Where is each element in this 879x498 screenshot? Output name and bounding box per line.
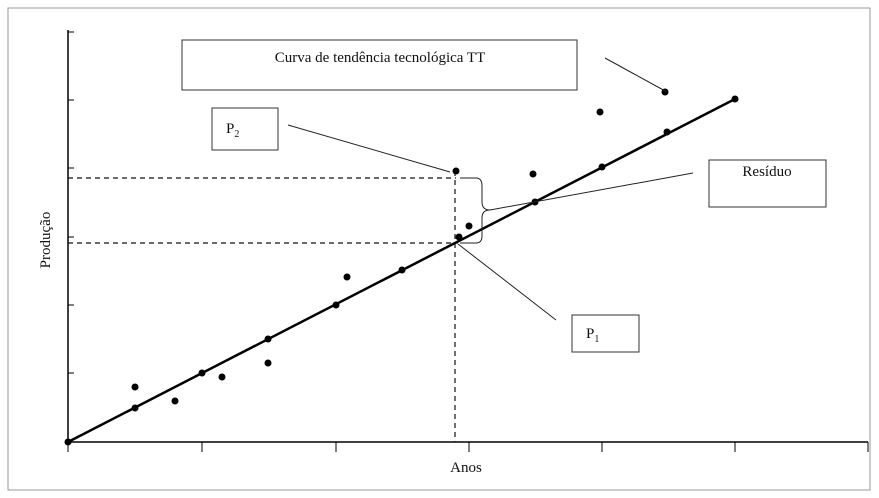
p1-box bbox=[571, 314, 640, 353]
frame bbox=[7, 7, 871, 491]
points bbox=[64, 88, 739, 446]
p1-sub: 1 bbox=[594, 334, 599, 345]
residual-box bbox=[708, 159, 827, 208]
leaders bbox=[287, 57, 694, 321]
residual-label: Resíduo bbox=[742, 164, 791, 180]
dashed-guides bbox=[68, 171, 458, 442]
y-axis-title: Produção bbox=[38, 212, 54, 269]
axes bbox=[67, 30, 869, 452]
x-axis-title: Anos bbox=[450, 460, 482, 476]
p1-label: P1 bbox=[586, 326, 599, 345]
p1-main: P bbox=[586, 326, 594, 342]
p2-main: P bbox=[226, 121, 234, 137]
p2-label: P2 bbox=[226, 121, 239, 140]
trend-box bbox=[181, 39, 578, 91]
p2-sub: 2 bbox=[234, 129, 239, 140]
p2-box bbox=[211, 107, 279, 151]
trend-label: Curva de tendência tecnológica TT bbox=[275, 50, 485, 66]
